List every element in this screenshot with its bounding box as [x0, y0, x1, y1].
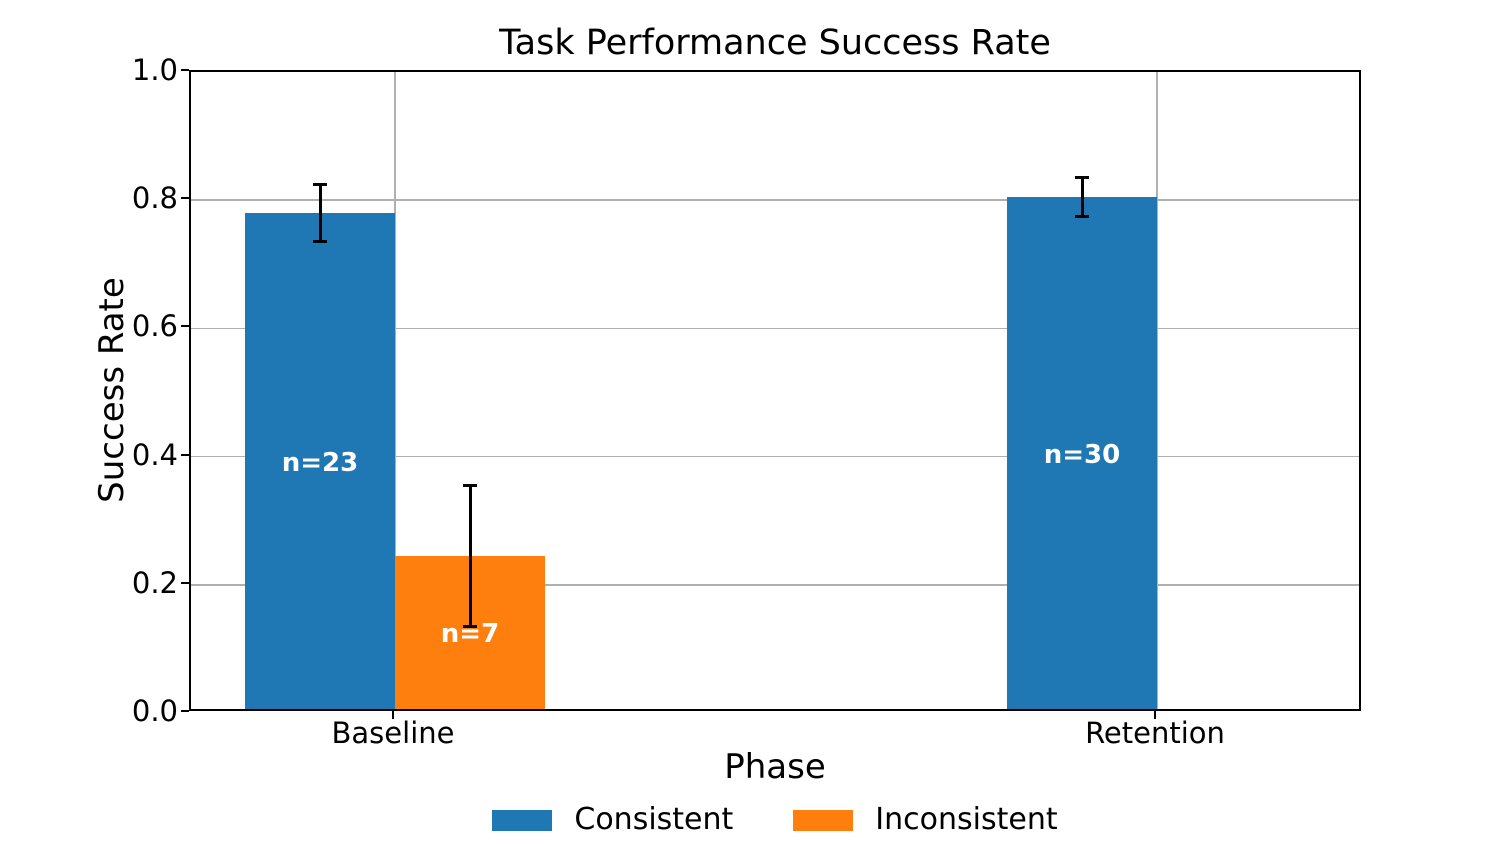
x-tick-label-retention: Retention: [1085, 716, 1225, 750]
y-tick-mark-0.0: [181, 710, 189, 712]
bar-consistent-retention: [1007, 196, 1157, 709]
gridline-y-0.8: [191, 199, 1359, 201]
y-tick-label-1.0: 1.0: [131, 53, 178, 87]
legend-item-consistent: Consistent: [492, 805, 733, 835]
y-tick-mark-0.6: [181, 325, 189, 328]
bar-consistent-baseline: [245, 213, 395, 709]
gridline-x-retention: [1156, 72, 1158, 709]
error-bar-cap-bottom: [1075, 214, 1089, 218]
y-tick-label-0.0: 0.0: [131, 694, 178, 728]
x-axis-label: Phase: [724, 747, 826, 787]
plot-area: n=23 n=30 n=7: [189, 70, 1361, 711]
gridline-y-0.4: [191, 455, 1359, 458]
y-tick-label-0.8: 0.8: [131, 181, 178, 216]
gridline-x-baseline: [394, 72, 396, 709]
legend-swatch-inconsistent: [793, 809, 854, 831]
x-tick-mark-baseline: [392, 711, 394, 719]
y-tick-mark-0.4: [181, 453, 189, 456]
x-tick-label-baseline: Baseline: [331, 716, 455, 750]
chart-title: Task Performance Success Rate: [499, 23, 1051, 63]
legend-swatch-consistent: [492, 809, 553, 831]
y-tick-mark-1.0: [181, 69, 189, 71]
x-tick-mark-retention: [1154, 711, 1156, 719]
y-tick-mark-0.8: [181, 197, 189, 200]
error-bar-cap-bottom: [313, 240, 327, 244]
y-tick-label-0.2: 0.2: [131, 565, 178, 600]
gridline-y-0.6: [191, 327, 1359, 330]
error-bar-cap-top: [463, 483, 477, 487]
error-bar-cap-top: [1075, 176, 1089, 180]
gridline-y-0.2: [191, 584, 1359, 586]
error-bar-consistent-retention: [1080, 177, 1084, 217]
error-bar-cap-top: [313, 182, 327, 186]
legend: Consistent Inconsistent: [189, 798, 1361, 842]
legend-label-consistent: Consistent: [574, 802, 734, 837]
legend-label-inconsistent: Inconsistent: [875, 802, 1058, 837]
y-tick-label-0.6: 0.6: [131, 309, 178, 344]
error-bar-inconsistent-baseline: [468, 485, 472, 627]
y-tick-label-0.4: 0.4: [131, 437, 178, 472]
y-tick-mark-0.2: [181, 581, 189, 584]
error-bar-cap-bottom: [463, 624, 477, 628]
legend-item-inconsistent: Inconsistent: [793, 802, 1058, 837]
error-bar-cap-top: [1225, 710, 1239, 711]
bar-label-consistent-baseline: n=23: [281, 448, 359, 478]
error-bar-consistent-baseline: [318, 184, 322, 242]
bar-label-consistent-retention: n=30: [1043, 439, 1121, 470]
y-axis-label: Success Rate: [92, 240, 132, 540]
